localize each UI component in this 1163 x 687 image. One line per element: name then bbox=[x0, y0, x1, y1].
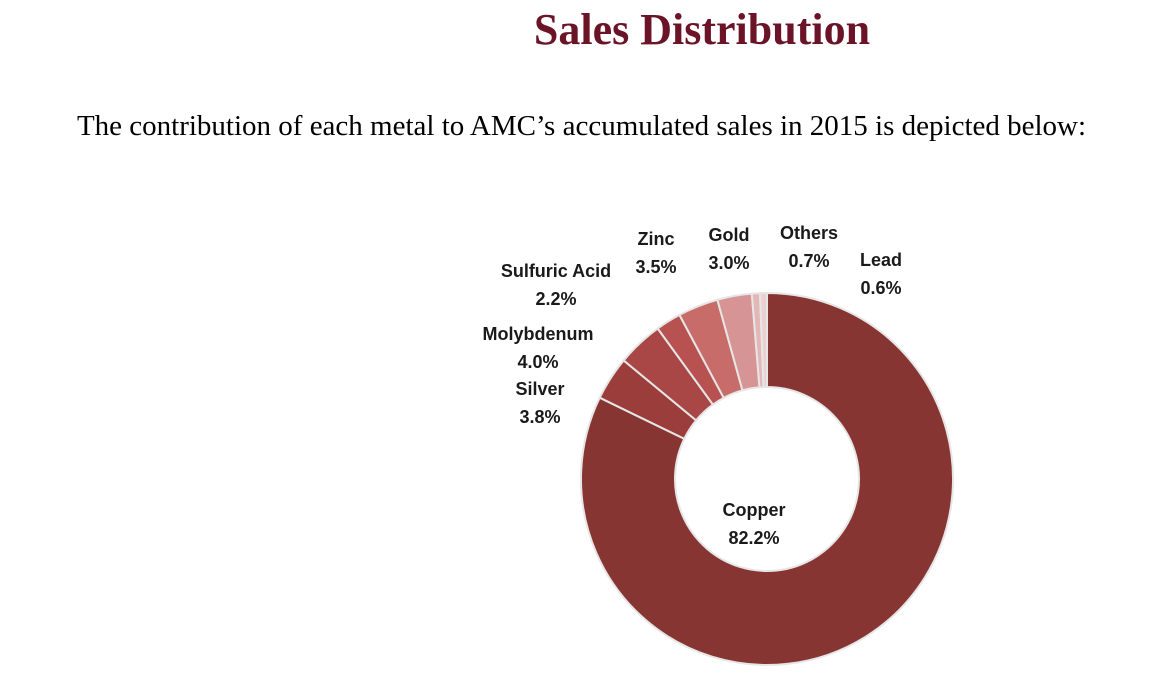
slice-value-sulfuric-acid: 2.2% bbox=[535, 289, 576, 309]
slice-value-gold: 3.0% bbox=[708, 253, 749, 273]
slice-label-silver: Silver bbox=[515, 379, 564, 399]
slice-label-molybdenum: Molybdenum bbox=[483, 324, 594, 344]
slice-label-gold: Gold bbox=[709, 225, 750, 245]
slice-value-lead: 0.6% bbox=[860, 278, 901, 298]
slice-label-sulfuric-acid: Sulfuric Acid bbox=[501, 261, 611, 281]
slice-value-copper: 82.2% bbox=[728, 528, 779, 548]
slice-value-molybdenum: 4.0% bbox=[517, 352, 558, 372]
slice-label-lead: Lead bbox=[860, 250, 902, 270]
page-title: Sales Distribution bbox=[533, 5, 871, 54]
slice-label-zinc: Zinc bbox=[637, 229, 674, 249]
slice-value-others: 0.7% bbox=[788, 251, 829, 271]
slice-lead bbox=[758, 291, 768, 389]
slice-copper bbox=[580, 291, 954, 666]
slice-value-zinc: 3.5% bbox=[635, 257, 676, 277]
slice-label-others: Others bbox=[780, 223, 838, 243]
intro-text: The contribution of each metal to AMC’s … bbox=[76, 110, 1087, 142]
slice-label-copper: Copper bbox=[723, 500, 786, 520]
slice-value-silver: 3.8% bbox=[519, 407, 560, 427]
